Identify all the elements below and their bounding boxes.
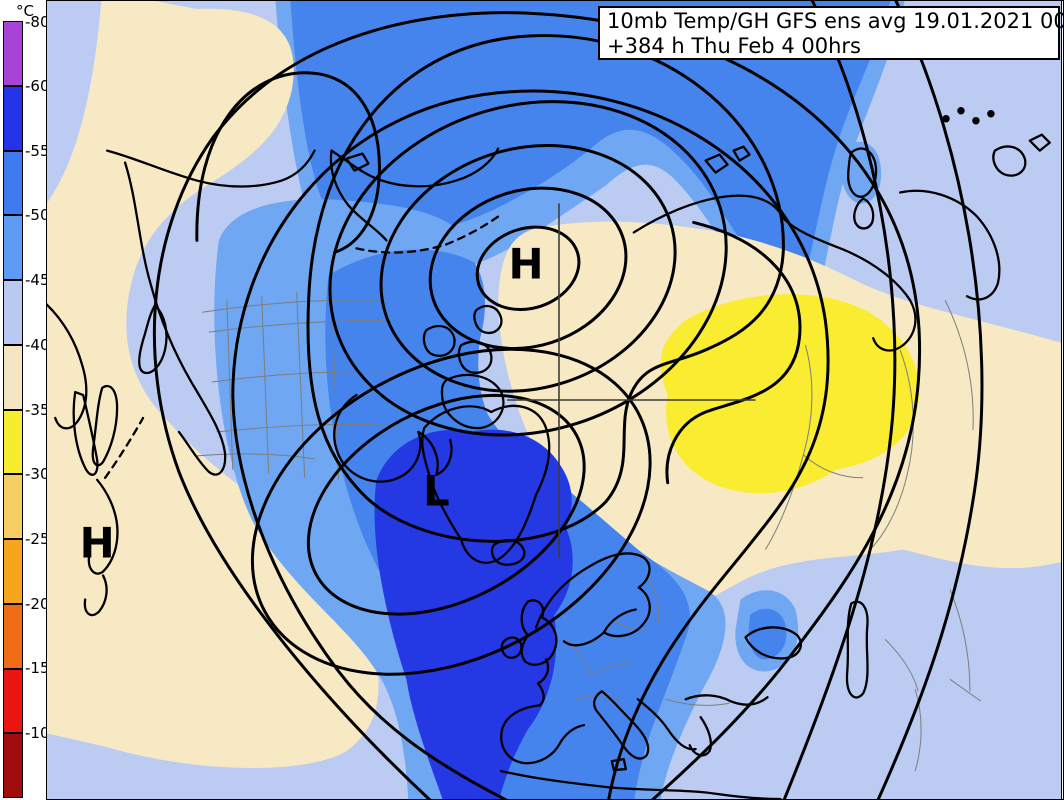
high-center-label-secondary: H (80, 519, 115, 568)
colorbar-swatch (3, 603, 23, 669)
hudson-bay (333, 393, 453, 483)
gh-contour (782, 1, 897, 799)
colorbar-swatch (3, 539, 23, 604)
coast-alaska (330, 147, 500, 188)
colorbar-tick: -80 (25, 13, 50, 31)
coast-north-america-west (123, 161, 227, 476)
aleutian-islands (355, 213, 503, 254)
sakhalin (91, 384, 119, 467)
caspian-sea (845, 600, 869, 699)
north-africa-coast (499, 769, 782, 799)
region-medium-blue-black-sea (748, 608, 787, 660)
gh-contour (231, 89, 830, 799)
coast-western-europe (500, 658, 586, 765)
gh-contour (306, 34, 785, 543)
gh-contour (328, 100, 728, 437)
greenland (421, 404, 551, 564)
high-center-label: H (509, 239, 544, 288)
map-canvas: H H L (46, 0, 1062, 800)
kuril-islands (103, 416, 145, 479)
temperature-colorbar: °C -80 -60 -55 -50 -45 -40 -35 -30 -25 -… (0, 0, 50, 800)
colorbar-tick: -35 (25, 401, 50, 419)
gh-contour (475, 225, 581, 312)
region-yellow-warm-core (660, 294, 920, 494)
low-center-label: L (423, 467, 450, 516)
title-line-1: 10mb Temp/GH GFS ens avg 19.01.2021 00:0… (607, 9, 1064, 33)
colorbar-tick: -60 (25, 77, 50, 95)
black-sea (744, 626, 802, 660)
colorbar-tick: -50 (25, 206, 50, 224)
gh-contour (428, 186, 628, 350)
gh-contour (306, 393, 586, 616)
kamchatka (138, 304, 168, 375)
gh-contour (665, 220, 802, 485)
severnaya-zemlya (704, 145, 751, 174)
gh-contour (876, 1, 984, 799)
colorbar-swatch (3, 21, 23, 86)
colorbar-swatch (3, 733, 23, 798)
region-medium-blue-arctic (290, 1, 891, 287)
canadian-arctic-islands (422, 304, 505, 430)
region-dark-blue-core (374, 429, 573, 799)
colorbar-tick: -45 (25, 271, 50, 289)
colorbar-tick: -30 (25, 465, 50, 483)
title-line-2: +384 h Thu Feb 4 00hrs (607, 34, 861, 58)
baltic-coast (602, 608, 637, 634)
balkans-greece (636, 698, 713, 757)
colorbar-unit-label: °C (16, 2, 34, 20)
geopotential-contours (152, 1, 984, 799)
colorbar-swatch (3, 344, 23, 410)
gh-contour (379, 143, 677, 393)
colorbar-tick: -55 (25, 142, 50, 160)
colorbar-swatch (3, 474, 23, 539)
colorbar-tick: -20 (25, 595, 50, 613)
title-box: 10mb Temp/GH GFS ens avg 19.01.2021 00:0… (598, 6, 1064, 60)
colorbar-swatch (3, 668, 23, 734)
siberian-arctic-coast (632, 194, 917, 352)
coast-alaska-west (329, 149, 388, 242)
asia-east-coast (47, 303, 88, 430)
gh-contour (152, 11, 922, 799)
colorbar-swatch (3, 85, 23, 151)
colorbar-tick: -40 (25, 336, 50, 354)
franz-josef-islands (942, 107, 995, 125)
colorbar-swatch (3, 215, 23, 280)
turkey-coast (684, 694, 769, 706)
colorbar-swatch (3, 280, 23, 345)
japan (83, 478, 119, 617)
pole-crosshair (507, 203, 756, 558)
svalbard (992, 133, 1051, 177)
colorbar-tick: -10 (25, 724, 50, 742)
gh-contour (250, 347, 652, 676)
italy (593, 690, 650, 760)
coastlines (47, 107, 1051, 799)
colorbar-swatch (3, 150, 23, 216)
colorbar-swatch (3, 409, 23, 475)
ireland (500, 636, 523, 659)
colorbar-tick: -15 (25, 659, 50, 677)
kara-coast (898, 189, 1001, 301)
novaya-zemlya (847, 147, 878, 230)
coast-chukotka (105, 149, 316, 188)
colorbar-tick: -25 (25, 530, 50, 548)
coast-baja (72, 390, 99, 476)
gh-contour (195, 71, 381, 254)
wrangel-island (345, 152, 370, 172)
